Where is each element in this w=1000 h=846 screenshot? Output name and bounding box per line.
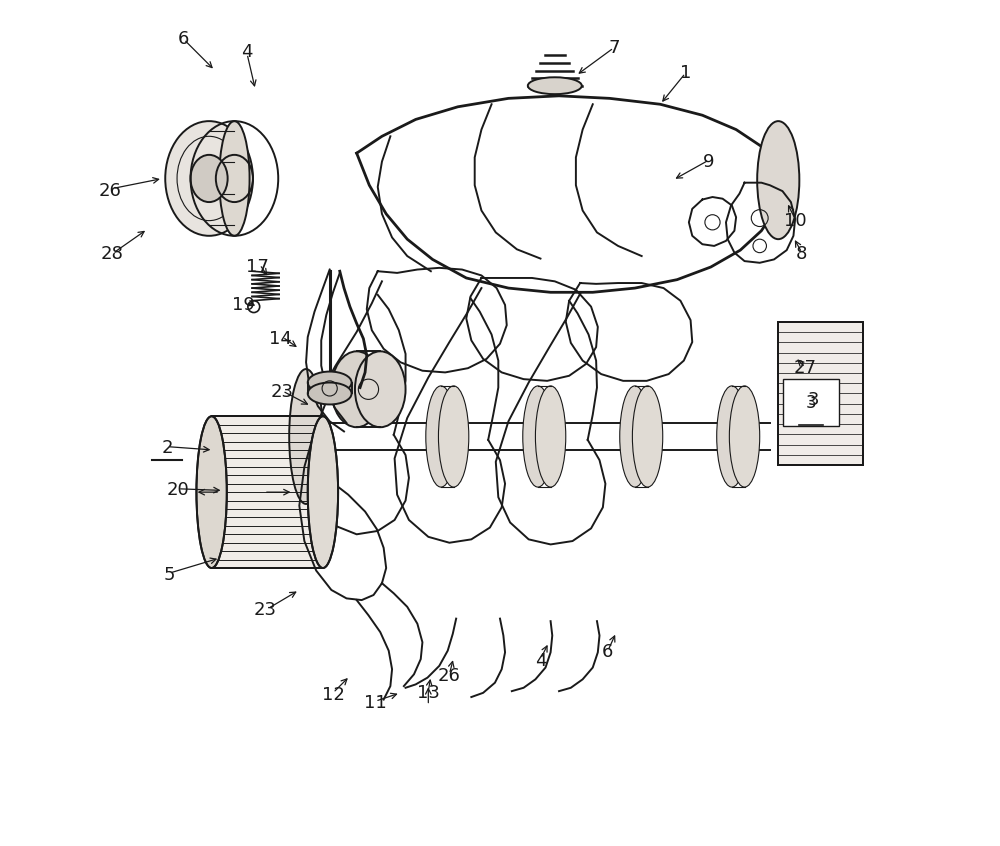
Text: 12: 12 [322, 685, 344, 704]
Ellipse shape [289, 369, 323, 504]
Ellipse shape [535, 386, 566, 487]
Ellipse shape [219, 121, 250, 236]
Ellipse shape [523, 386, 553, 487]
Bar [212, 416, 323, 568]
FancyBboxPatch shape [783, 379, 839, 426]
Text: 2: 2 [161, 439, 173, 458]
Text: 9: 9 [703, 152, 715, 171]
Ellipse shape [426, 386, 456, 487]
Text: 10: 10 [784, 212, 806, 229]
Ellipse shape [620, 386, 650, 487]
Ellipse shape [757, 121, 799, 239]
Text: 6: 6 [602, 643, 614, 662]
Text: 1: 1 [680, 64, 691, 82]
Text: 27: 27 [794, 360, 817, 377]
Text: 8: 8 [796, 245, 808, 263]
Text: 28: 28 [101, 245, 124, 263]
Text: 7: 7 [608, 39, 620, 57]
Text: 3: 3 [806, 393, 816, 412]
Ellipse shape [331, 351, 382, 427]
Text: 17: 17 [246, 258, 269, 276]
Bar [778, 321, 863, 465]
Ellipse shape [191, 155, 228, 202]
Ellipse shape [165, 121, 253, 236]
Text: 26: 26 [438, 667, 461, 685]
Ellipse shape [632, 386, 663, 487]
Ellipse shape [717, 386, 747, 487]
Text: 26: 26 [99, 182, 122, 201]
Text: 11: 11 [364, 694, 387, 712]
Ellipse shape [729, 386, 760, 487]
Text: 14: 14 [269, 330, 292, 348]
Ellipse shape [308, 382, 352, 404]
Text: 6: 6 [178, 30, 189, 48]
Text: 4: 4 [241, 43, 253, 61]
Text: 13: 13 [417, 684, 440, 702]
Text: 19: 19 [232, 296, 255, 314]
Text: 5: 5 [164, 566, 175, 584]
Ellipse shape [308, 416, 338, 568]
Text: 3: 3 [808, 391, 819, 409]
Text: 23: 23 [254, 602, 277, 619]
Ellipse shape [528, 77, 582, 94]
Ellipse shape [196, 416, 227, 568]
Ellipse shape [438, 386, 469, 487]
Text: 4: 4 [535, 651, 546, 670]
Text: 20: 20 [167, 481, 189, 499]
Ellipse shape [308, 371, 352, 393]
Ellipse shape [355, 351, 406, 427]
Text: 23: 23 [271, 382, 294, 401]
